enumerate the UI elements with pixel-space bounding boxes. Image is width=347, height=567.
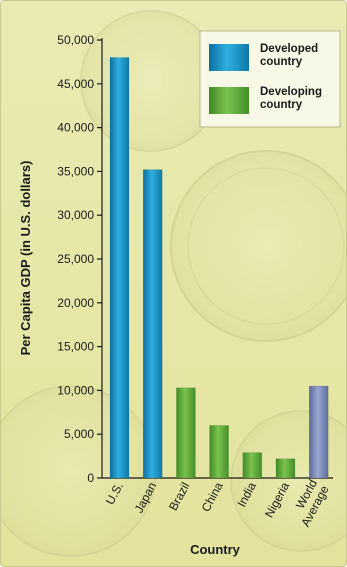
bar-nigeria <box>275 458 296 479</box>
bars <box>109 57 329 479</box>
bar-india <box>242 452 263 479</box>
y-tick-label: 0 <box>87 471 94 485</box>
y-tick-label: 40,000 <box>57 121 94 135</box>
legend-swatch-developing <box>209 87 249 114</box>
legend: Developed country Developing country <box>199 30 341 128</box>
x-tick-label: China <box>199 480 226 515</box>
y-tick-label: 10,000 <box>57 383 94 397</box>
bar-china <box>209 425 229 479</box>
bar-brazil <box>176 387 196 479</box>
bar-u-s <box>109 57 130 479</box>
y-ticks: 0 5,000 10,000 15,000 20,000 25,000 30,000 35,0… <box>57 33 102 485</box>
legend-label-developing: Developing country <box>260 86 322 111</box>
x-tick-label: Brazil <box>166 480 192 513</box>
y-tick-label: 30,000 <box>57 208 94 222</box>
y-tick-label: 15,000 <box>57 340 94 354</box>
y-tick-label: 20,000 <box>57 296 94 310</box>
bar-japan <box>142 169 163 479</box>
x-axis-title: Country <box>190 542 241 557</box>
y-tick-label: 35,000 <box>57 164 94 178</box>
y-tick-label: 50,000 <box>57 33 94 47</box>
y-tick-label: 5,000 <box>64 427 94 441</box>
legend-swatch-developed <box>209 44 249 71</box>
y-axis-title: Per Capita GDP (in U.S. dollars) <box>18 161 33 356</box>
y-tick-label: 25,000 <box>57 252 94 266</box>
y-tick-label: 45,000 <box>57 77 94 91</box>
legend-label-developed: Developed country <box>260 43 318 68</box>
bar-world-average <box>308 385 329 479</box>
